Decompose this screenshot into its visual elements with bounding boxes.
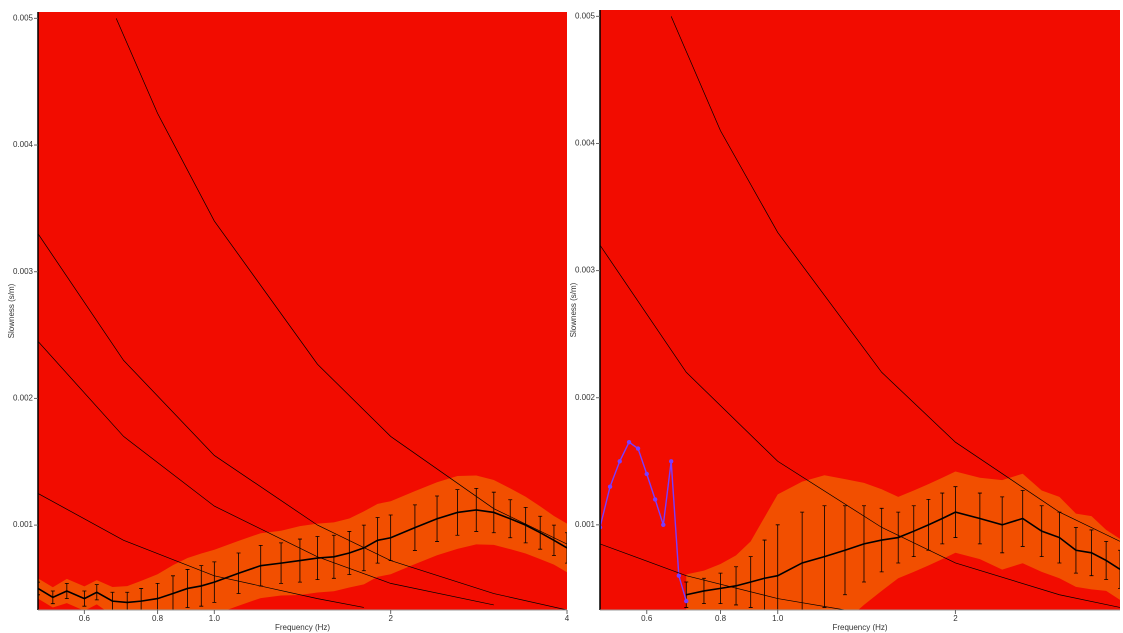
density-band <box>686 471 1120 610</box>
series-line <box>670 16 1120 542</box>
y-tick-label: 0.004 <box>575 139 596 148</box>
series-line <box>600 543 846 610</box>
y-tick-label: 0.003 <box>575 266 596 275</box>
y-tick-label: 0.003 <box>13 267 34 276</box>
series-line <box>115 18 567 545</box>
panel: 0.6 0.8 1.0 2 4 0.001 0.002 0.003 0.004 0.005 Freq… <box>7 12 570 632</box>
marker <box>661 522 666 528</box>
panel: 0.6 0.8 1.0 2 0.001 0.002 0.003 0.004 0.005 Frequ… <box>569 10 1120 632</box>
y-tick-label: 0.001 <box>575 520 596 529</box>
x-tick-label: 0.8 <box>715 614 727 623</box>
plot-area <box>600 16 1120 610</box>
y-tick-label: 0.005 <box>13 13 34 22</box>
y-tick-label: 0.004 <box>13 140 34 149</box>
marker <box>617 459 622 464</box>
plot-area <box>38 18 567 610</box>
y-axis-label: Slowness (s/m) <box>569 282 578 337</box>
marker <box>635 446 641 451</box>
x-tick-label: 0.6 <box>79 614 91 623</box>
density-band <box>38 475 567 610</box>
x-tick-label: 4 <box>565 614 570 623</box>
y-tick-label: 0.005 <box>575 11 596 20</box>
y-axis-label: Slowness (s/m) <box>7 283 16 338</box>
x-axis-label: Frequency (Hz) <box>832 623 887 632</box>
x-tick-label: 1.0 <box>772 614 784 623</box>
marker <box>668 459 674 464</box>
error-bar <box>1118 549 1120 589</box>
x-tick-label: 2 <box>388 614 393 623</box>
x-tick-label: 0.6 <box>641 614 653 623</box>
marker <box>676 573 682 578</box>
series-line <box>600 244 1120 608</box>
y-tick-label: 0.002 <box>575 393 596 402</box>
error-bar <box>565 532 567 564</box>
y-tick-label: 0.001 <box>13 520 34 529</box>
series-line <box>38 509 567 604</box>
x-tick-label: 1.0 <box>209 614 221 623</box>
marker <box>644 471 649 477</box>
x-axis-label: Frequency (Hz) <box>275 623 330 632</box>
series-line <box>38 493 364 608</box>
series-line <box>686 511 1120 596</box>
x-tick-label: 0.8 <box>152 614 164 623</box>
x-tick-label: 2 <box>953 614 958 623</box>
error-bar <box>38 581 40 596</box>
marker <box>652 497 658 502</box>
marker <box>607 484 613 489</box>
y-tick-label: 0.002 <box>13 394 34 403</box>
marker <box>626 440 632 445</box>
marker <box>684 598 689 604</box>
series-line <box>38 341 494 606</box>
series-line <box>38 233 567 610</box>
